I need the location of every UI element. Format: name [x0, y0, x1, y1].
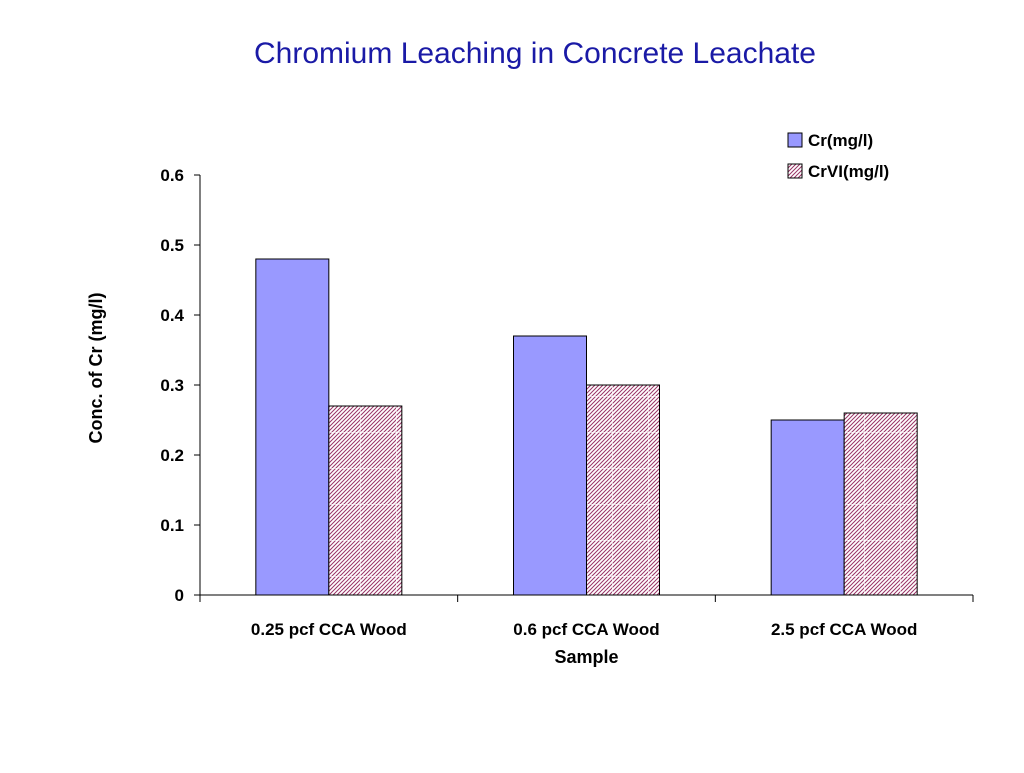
legend-swatch-cr [787, 132, 803, 148]
x-tick-label: 2.5 pcf CCA Wood [771, 620, 917, 639]
y-tick-label: 0.1 [160, 516, 184, 535]
legend-swatch-crvi [787, 163, 803, 179]
y-tick-label: 0.6 [160, 166, 184, 185]
bar-cr-0 [255, 258, 330, 596]
y-axis-label: Conc. of Cr (mg/l) [86, 293, 106, 444]
y-tick-label: 0.4 [160, 306, 184, 325]
axis-labels: 0 0.1 0.2 0.3 0.4 0.5 0.6 0.25 pcf CCA Wood 0.6 … [160, 166, 917, 667]
bars [255, 258, 918, 596]
x-tick-label: 0.6 pcf CCA Wood [513, 620, 659, 639]
x-tick-label: 0.25 pcf CCA Wood [251, 620, 407, 639]
y-tick-label: 0.5 [160, 236, 184, 255]
y-tick-label: 0.3 [160, 376, 184, 395]
legend-label-crvi: CrVI(mg/l) [808, 162, 889, 181]
y-tick-label: 0.2 [160, 446, 184, 465]
bar-crvi-1 [586, 384, 660, 596]
bar-cr-1 [513, 335, 587, 596]
bar-crvi-0 [328, 405, 403, 596]
y-tick-label: 0 [175, 586, 184, 605]
legend-label-cr: Cr(mg/l) [808, 131, 873, 150]
bar-crvi-2 [843, 412, 918, 596]
bar-cr-2 [770, 419, 845, 596]
chart-title: Chromium Leaching in Concrete Leachate [254, 37, 816, 70]
x-axis-label: Sample [554, 647, 618, 667]
legend: Cr(mg/l) CrVI(mg/l) [787, 131, 889, 181]
